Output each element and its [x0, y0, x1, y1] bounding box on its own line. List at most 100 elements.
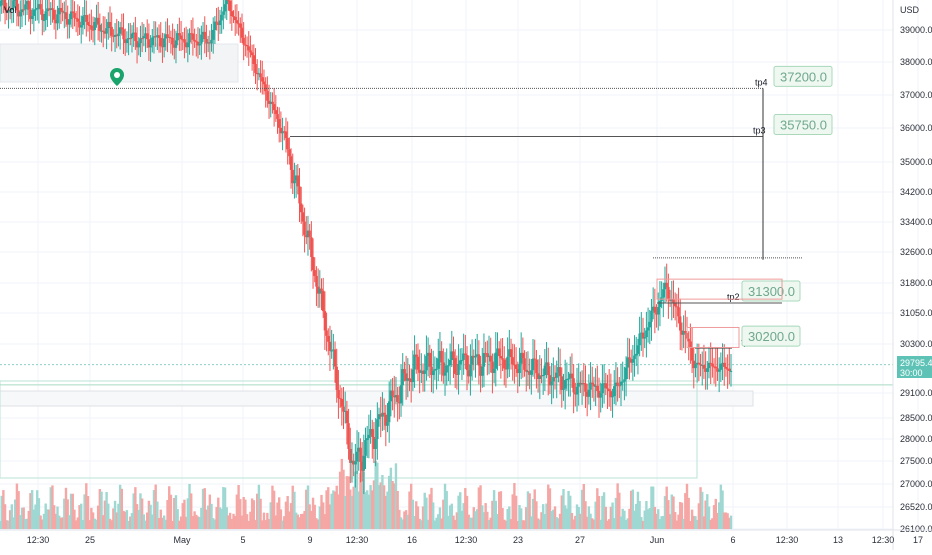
volume-bar: [257, 484, 261, 529]
volume-bar: [81, 519, 85, 529]
candle-body: [389, 390, 393, 402]
candle-body: [325, 330, 328, 336]
volume-bar: [377, 485, 381, 529]
candle-body: [447, 365, 450, 367]
candle-body: [14, 0, 17, 1]
candle-body: [641, 332, 645, 339]
volume-bar: [117, 503, 120, 529]
target-price-label: 31300.0: [748, 284, 795, 299]
volume-bar: [140, 498, 144, 529]
volume-bar: [168, 486, 171, 529]
candle-body: [470, 355, 474, 365]
candle-body: [374, 439, 377, 449]
candle-body: [213, 21, 217, 30]
candle-body: [475, 354, 479, 356]
candle-body: [403, 369, 406, 374]
volume-bar: [675, 520, 679, 529]
demand-zone: [0, 390, 754, 407]
candle-body: [448, 360, 452, 366]
volume-bar: [670, 494, 673, 529]
volume-bar: [215, 507, 218, 529]
volume-bar: [80, 503, 83, 529]
candle-body: [201, 31, 205, 35]
volume-bar: [629, 490, 633, 529]
volume-bar: [137, 509, 140, 529]
volume-bar: [191, 516, 195, 529]
volume-bar: [635, 503, 638, 529]
volume-bar: [421, 506, 425, 529]
candle-body: [525, 369, 528, 372]
volume-bar: [398, 509, 401, 529]
volume-bar: [591, 518, 594, 529]
candle-body: [262, 81, 266, 85]
volume-bar: [291, 485, 294, 529]
volume-bar: [723, 512, 726, 529]
candle-body: [479, 365, 482, 376]
candle-body: [391, 390, 394, 396]
candle-body: [702, 365, 706, 369]
y-tick-label: 30300.0: [900, 339, 932, 349]
candle-body: [210, 39, 213, 44]
candle-body: [299, 203, 303, 213]
candle-body: [582, 383, 585, 385]
candle-body: [398, 401, 401, 404]
candle-body: [132, 32, 135, 34]
volume-bar: [88, 520, 91, 529]
x-tick-label: 17: [913, 535, 923, 545]
volume-bar: [636, 491, 640, 529]
volume-bar: [306, 485, 310, 529]
candle-body: [113, 34, 117, 37]
volume-bar: [178, 520, 181, 529]
candle-body: [673, 303, 677, 307]
volume-bar: [484, 503, 487, 529]
candle-body: [540, 375, 543, 377]
volume-bar: [144, 520, 147, 529]
candle-body: [614, 382, 618, 387]
volume-bar: [98, 489, 102, 529]
candle-body: [237, 23, 240, 25]
volume-bar: [222, 487, 225, 529]
volume-bar: [523, 520, 526, 529]
volume-bar: [210, 503, 213, 529]
volume-bar: [455, 512, 459, 529]
candle-body: [149, 45, 152, 48]
candle-body: [276, 114, 279, 120]
volume-bar: [614, 497, 618, 529]
candle-body: [640, 332, 643, 334]
volume-bar: [658, 519, 662, 529]
candle-body: [330, 350, 333, 352]
volume-bar: [601, 495, 604, 529]
volume-bar: [719, 484, 723, 529]
volume-bar: [657, 509, 660, 529]
volume-bar: [0, 495, 3, 529]
candle-body: [266, 91, 269, 101]
volume-bar: [32, 509, 36, 529]
candle-body: [354, 461, 357, 465]
currency-label: USD: [900, 5, 920, 15]
candle-body: [127, 38, 130, 40]
volume-bar: [332, 490, 335, 529]
volume-bar: [416, 506, 420, 529]
volume-bar: [337, 494, 340, 529]
volume-bar: [135, 504, 139, 529]
candle-body: [36, 7, 39, 10]
candle-body: [125, 39, 129, 44]
candle-body: [592, 384, 596, 387]
candle-body: [30, 15, 34, 20]
candle-body: [208, 42, 212, 44]
candle-body: [602, 383, 606, 385]
volume-bar: [293, 491, 296, 529]
volume-bar: [205, 509, 208, 529]
x-tick-label: 13: [833, 535, 843, 545]
x-tick-label: 5: [240, 535, 245, 545]
candle-body: [184, 42, 188, 48]
candle-body: [425, 355, 428, 371]
location-pin-icon[interactable]: [110, 68, 124, 86]
volume-bar: [425, 497, 428, 529]
candle-body: [636, 345, 640, 354]
volume-bar: [431, 502, 435, 529]
volume-bar: [308, 504, 311, 529]
volume-bar: [655, 513, 658, 529]
